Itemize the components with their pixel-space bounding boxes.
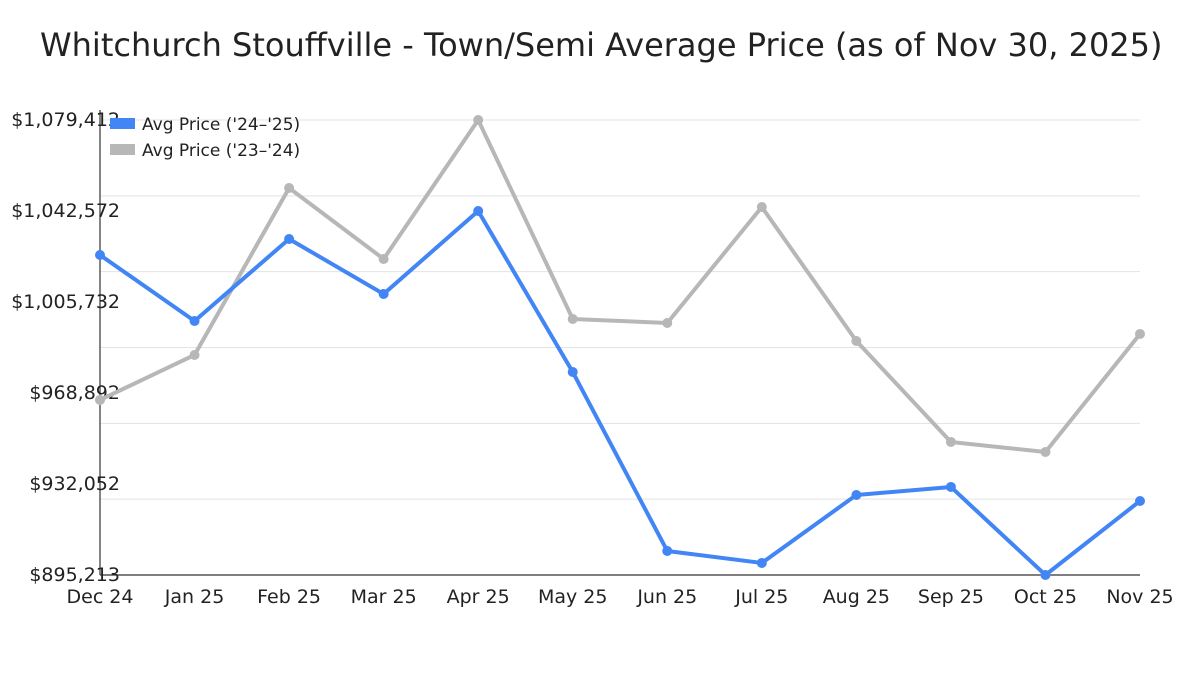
data-point	[1040, 570, 1051, 580]
data-point	[473, 205, 484, 216]
x-tick-label: Jun 25	[636, 586, 697, 608]
data-point	[378, 253, 389, 264]
x-tick-label: Mar 25	[351, 586, 417, 608]
data-point	[662, 545, 673, 556]
data-point	[567, 313, 578, 324]
data-point	[567, 366, 578, 377]
x-tick-label: Oct 25	[1014, 586, 1077, 608]
x-tick-label: Jul 25	[734, 586, 788, 608]
x-tick-label: Sep 25	[918, 586, 984, 608]
x-tick-label: Jan 25	[164, 586, 225, 608]
x-tick-label: Dec 24	[67, 586, 134, 608]
legend-swatch	[110, 144, 135, 155]
data-point	[851, 335, 862, 346]
x-tick-label: Feb 25	[257, 586, 321, 608]
x-tick-label: Apr 25	[447, 586, 510, 608]
y-tick-label: $932,052	[29, 473, 120, 495]
data-point	[945, 436, 956, 447]
data-point	[95, 394, 105, 405]
data-point	[1040, 446, 1051, 457]
legend-label: Avg Price ('23–'24)	[142, 141, 300, 161]
data-point	[1135, 495, 1145, 506]
data-point	[756, 202, 767, 213]
data-point	[473, 115, 484, 125]
legend-swatch	[110, 118, 135, 129]
data-point	[662, 317, 673, 328]
y-tick-label: $1,005,732	[11, 291, 120, 313]
x-tick-label: Aug 25	[823, 586, 890, 608]
series-line	[99, 118, 1142, 454]
series-line	[98, 208, 1142, 577]
y-tick-label: $968,892	[29, 382, 120, 404]
y-tick-label: $1,042,572	[11, 200, 120, 222]
y-tick-label: $895,213	[29, 564, 120, 586]
data-point	[378, 288, 389, 299]
data-point	[189, 315, 200, 326]
x-tick-label: Nov 25	[1106, 586, 1173, 608]
y-tick-label: $1,079,412	[11, 109, 120, 131]
data-point	[189, 349, 200, 360]
data-point	[945, 481, 956, 492]
chart-title: Whitchurch Stouffville - Town/Semi Avera…	[40, 26, 1163, 64]
data-point	[851, 489, 862, 500]
data-point	[95, 249, 105, 260]
data-point	[756, 557, 767, 568]
data-point	[1135, 328, 1145, 339]
x-tick-label: May 25	[538, 586, 608, 608]
data-point	[284, 233, 295, 244]
legend-label: Avg Price ('24–'25)	[142, 115, 300, 135]
data-point	[284, 182, 295, 193]
